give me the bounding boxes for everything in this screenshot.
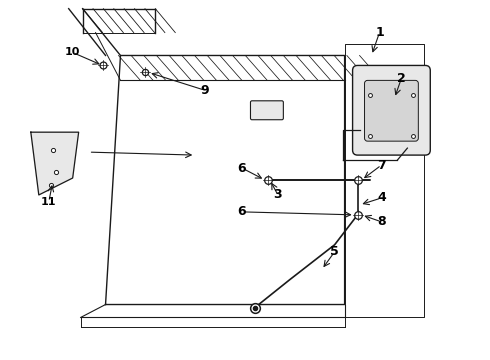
Text: 6: 6 — [238, 205, 246, 219]
Text: 3: 3 — [273, 188, 282, 202]
Text: 8: 8 — [377, 215, 386, 228]
FancyBboxPatch shape — [365, 80, 418, 141]
Text: 5: 5 — [330, 245, 339, 258]
Polygon shape — [31, 132, 78, 195]
Text: 7: 7 — [377, 158, 386, 172]
Text: 9: 9 — [201, 84, 209, 97]
Text: 2: 2 — [397, 72, 406, 85]
Text: 4: 4 — [377, 192, 386, 204]
FancyBboxPatch shape — [250, 101, 283, 120]
Text: 6: 6 — [238, 162, 246, 175]
Text: 1: 1 — [375, 26, 384, 39]
FancyBboxPatch shape — [353, 66, 430, 155]
Text: 10: 10 — [65, 48, 80, 58]
Text: 11: 11 — [41, 197, 56, 207]
